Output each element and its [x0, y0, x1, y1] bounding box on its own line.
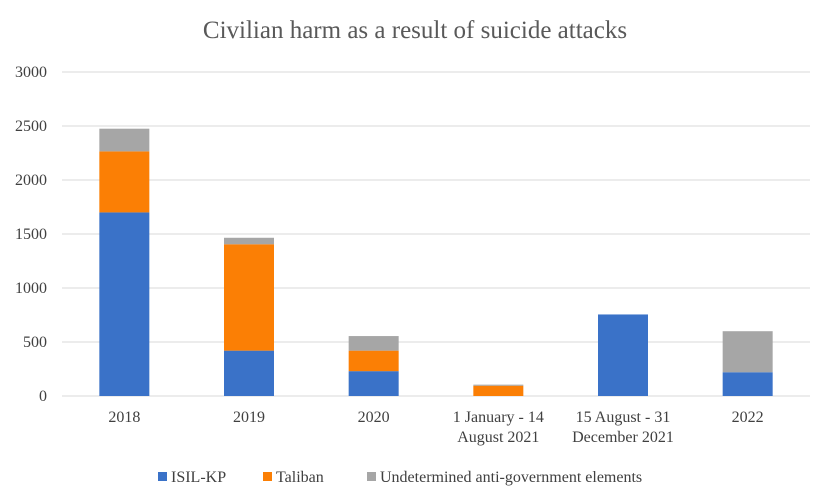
bar-undetermined-anti-government-elements-3: [473, 384, 524, 386]
gridlines: [62, 71, 810, 397]
x-tick-label: August 2021: [457, 429, 539, 446]
y-tick-label: 1000: [15, 280, 47, 297]
y-axis-tick-labels: 0 500 1000 1500 2000 2500 3000: [15, 64, 47, 405]
chart-title: Civilian harm as a result of suicide att…: [203, 17, 627, 44]
bar-undetermined-anti-government-elements-2: [348, 336, 399, 351]
bar-undetermined-anti-government-elements-0: [99, 128, 150, 152]
legend-label: Undetermined anti-government elements: [380, 469, 642, 486]
bars: [99, 128, 773, 396]
y-tick-label: 2000: [15, 172, 47, 189]
bar-isil-kp-5: [722, 372, 773, 396]
legend: ISIL-KP Taliban Undetermined anti-governme…: [158, 469, 642, 486]
y-tick-label: 0: [39, 388, 47, 405]
legend-swatch-2: [367, 472, 376, 481]
bar-taliban-3: [473, 385, 524, 396]
y-tick-label: 500: [23, 334, 47, 351]
legend-swatch-0: [158, 472, 167, 481]
y-tick-label: 1500: [15, 226, 47, 243]
legend-label: Taliban: [276, 469, 324, 486]
bar-undetermined-anti-government-elements-5: [722, 331, 773, 373]
y-tick-label: 3000: [15, 64, 47, 81]
bar-taliban-2: [348, 350, 399, 372]
x-tick-label: December 2021: [572, 429, 674, 446]
bar-taliban-0: [99, 151, 150, 213]
x-tick-label: 1 January - 14: [453, 409, 544, 426]
x-axis-tick-labels: 2018 2019 2020 1 January - 14 August 2021 15 …: [108, 409, 763, 446]
bar-isil-kp-4: [598, 314, 648, 396]
legend-label: ISIL-KP: [171, 469, 226, 486]
bar-undetermined-anti-government-elements-1: [224, 237, 274, 245]
x-tick-label: 2020: [358, 409, 390, 426]
bar-isil-kp-1: [224, 350, 274, 396]
y-tick-label: 2500: [15, 118, 47, 135]
legend-swatch-1: [263, 472, 272, 481]
bar-isil-kp-2: [348, 371, 399, 396]
x-tick-label: 15 August - 31: [576, 409, 671, 426]
x-tick-label: 2018: [108, 409, 140, 426]
x-tick-label: 2019: [233, 409, 265, 426]
bar-taliban-1: [224, 244, 274, 351]
bar-isil-kp-0: [99, 212, 150, 396]
x-tick-label: 2022: [732, 409, 764, 426]
